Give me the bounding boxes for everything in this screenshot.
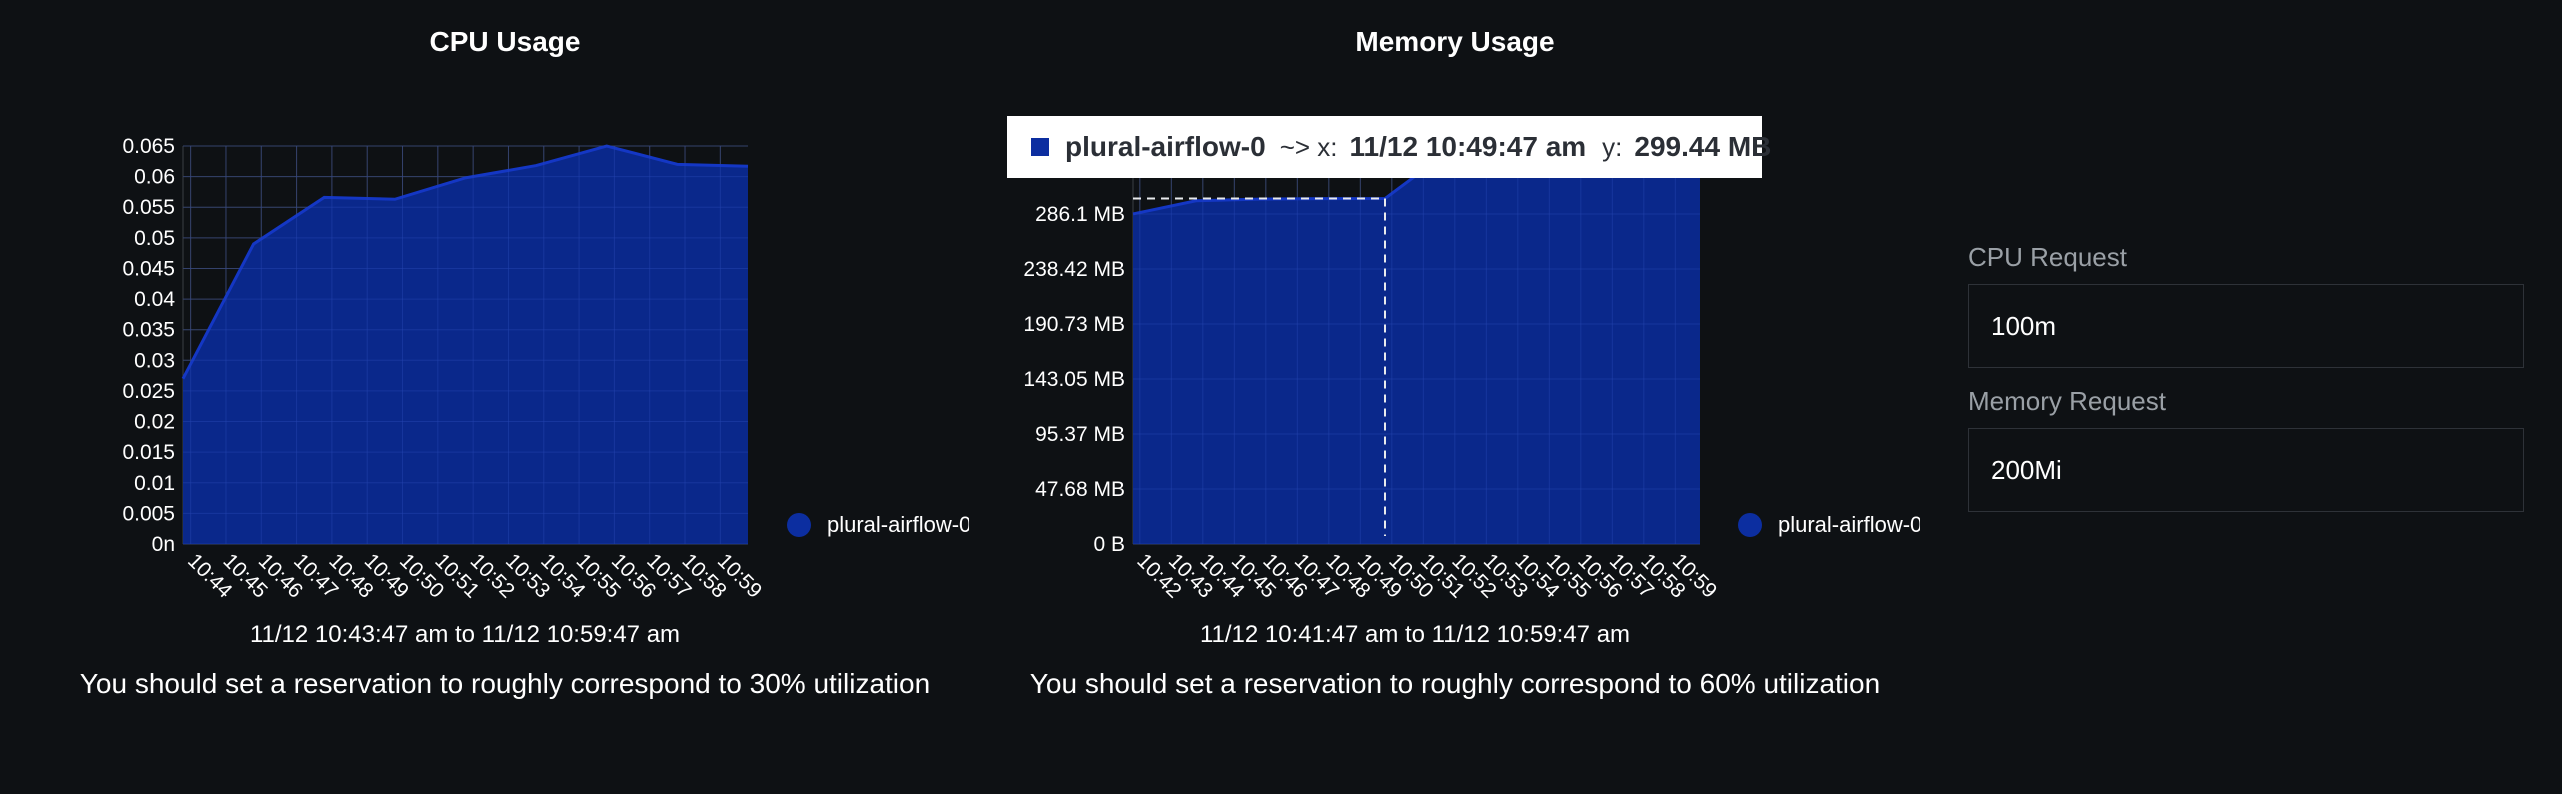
cpu-time-range: 11/12 10:43:47 am to 11/12 10:59:47 am [249, 621, 681, 648]
tooltip-y-key: y: [1602, 131, 1623, 162]
tooltip-series: plural-airflow-0 [1065, 131, 1266, 162]
memory-usage-chart[interactable]: 0 B 47.68 MB 95.37 MB 143.05 MB 190.73 MB 238… [960, 0, 1920, 620]
y-tick-label: 0.03 [134, 349, 175, 372]
cpu-chart-title: CPU Usage [429, 26, 581, 57]
y-tick-label: 143.05 MB [1023, 368, 1125, 391]
y-tick-label: 190.73 MB [1023, 313, 1125, 336]
y-tick-label: 0.04 [134, 288, 175, 311]
y-tick-label: 238.42 MB [1023, 258, 1125, 281]
y-tick-label: 0 B [1093, 533, 1125, 556]
cpu-reservation-hint: You should set a reservation to roughly … [79, 668, 931, 699]
tooltip-y-value: 299.44 MB [1634, 131, 1772, 162]
y-tick-label: 47.68 MB [1035, 478, 1125, 501]
series-line [181, 144, 749, 380]
memory-legend-label: plural-airflow-0 [1778, 512, 1920, 537]
y-tick-label: 0.05 [134, 227, 175, 250]
cpu-usage-chart[interactable]: 0n 0.005 0.01 0.015 0.02 0.025 0.03 0.035 0.04 0.… [0, 0, 960, 620]
tooltip-x-value: 11/12 10:49:47 am [1349, 131, 1587, 162]
series-dot-icon [1738, 513, 1762, 537]
memory-legend-item[interactable]: plural-airflow-0 [1738, 510, 1920, 540]
series-square-icon [1031, 138, 1049, 156]
y-tick-label: 0.025 [122, 380, 175, 403]
y-tick-label: 0n [152, 533, 175, 556]
y-tick-label: 95.37 MB [1035, 423, 1125, 446]
y-tick-label: 0.055 [122, 196, 175, 219]
memory-time-range: 11/12 10:41:47 am to 11/12 10:59:47 am [1199, 621, 1631, 648]
cpu-request-label: CPU Request [1968, 242, 2127, 272]
series-dot-icon [787, 513, 811, 537]
chart-tooltip: plural-airflow-0 ~> x: 11/12 10:49:47 am… [1007, 116, 1771, 178]
y-tick-label: 0.01 [134, 472, 175, 495]
memory-reservation-hint: You should set a reservation to roughly … [1029, 668, 1881, 699]
cpu-request-input[interactable] [1968, 284, 2524, 368]
memory-request-label: Memory Request [1968, 386, 2166, 416]
cpu-legend-label: plural-airflow-0 [827, 512, 969, 537]
y-tick-label: 0.045 [122, 257, 175, 280]
y-tick-label: 0.035 [122, 319, 175, 342]
y-tick-label: 0.02 [134, 411, 175, 434]
y-tick-label: 0.005 [122, 502, 175, 525]
y-tick-label: 286.1 MB [1035, 203, 1125, 226]
y-tick-label: 0.065 [122, 135, 175, 158]
series-area [1133, 146, 1700, 544]
cpu-legend-item[interactable]: plural-airflow-0 [787, 510, 969, 540]
series-area [183, 146, 748, 544]
y-tick-label: 0.015 [122, 441, 175, 464]
y-tick-label: 0.06 [134, 166, 175, 189]
memory-chart-title: Memory Usage [1355, 26, 1555, 57]
memory-request-input[interactable] [1968, 428, 2524, 512]
tooltip-x-key: ~> x: [1279, 131, 1338, 162]
